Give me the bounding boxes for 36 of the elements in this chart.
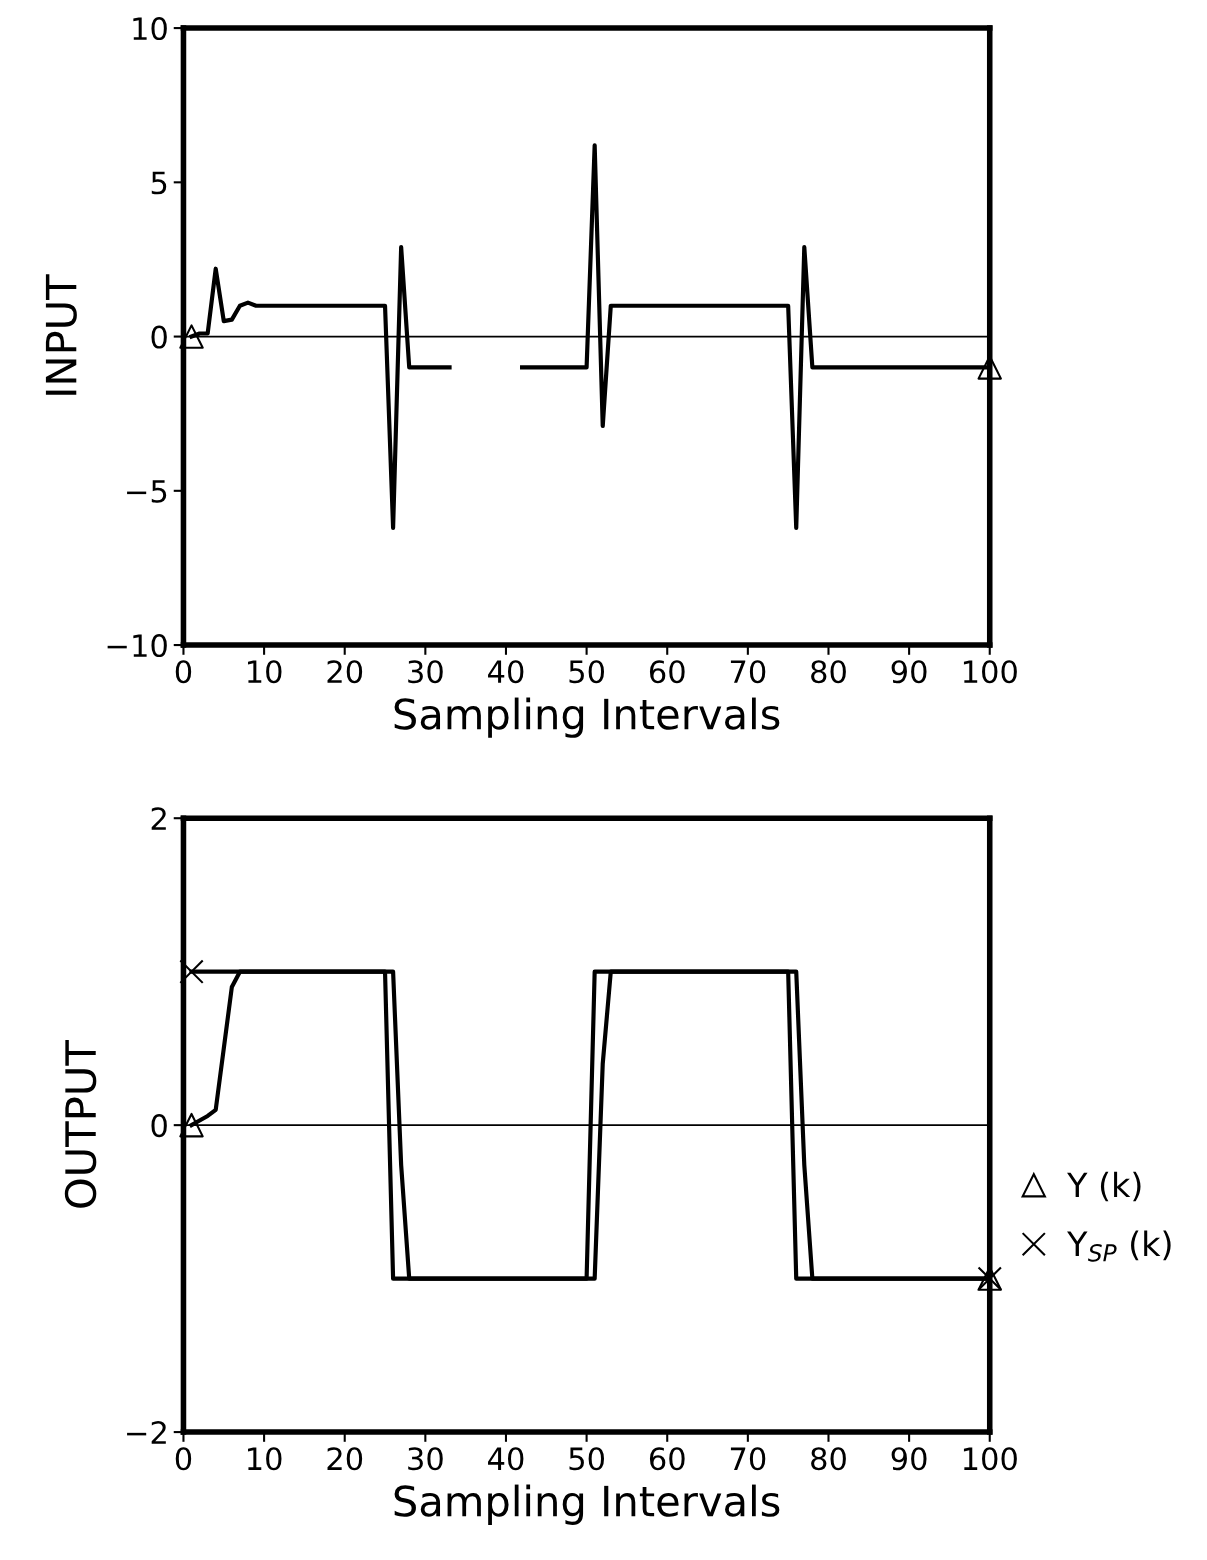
y-tick-label: 5 — [151, 171, 167, 195]
x-tick-label: 10 — [248, 1447, 282, 1471]
x-tick-label: 90 — [891, 660, 927, 684]
x-tick-label: 100 — [963, 660, 1017, 684]
x-tick-label: 30 — [408, 1447, 443, 1471]
y-axis-title: OUTPUT — [64, 1040, 97, 1208]
y-tick-label: −5 — [127, 480, 167, 503]
y-tick-label: −10 — [107, 633, 167, 658]
x-tick-label: 20 — [327, 660, 363, 684]
y-axis-title: INPUT — [45, 274, 77, 395]
x-tick-label: 60 — [649, 1447, 685, 1471]
x-tick-label: 70 — [730, 1447, 766, 1471]
x-tick-label: 50 — [569, 1447, 605, 1471]
x-tick-label: 80 — [811, 1447, 846, 1471]
x-tick-label: 30 — [408, 660, 443, 684]
x-tick-label: 0 — [175, 660, 192, 684]
y-tick-label: 10 — [133, 17, 167, 41]
y-tick-label: −2 — [127, 1421, 166, 1444]
y-tick-label: 0 — [151, 325, 167, 349]
x-tick-label: 70 — [730, 660, 766, 684]
y-tick-label: 0 — [151, 1114, 167, 1138]
x-tick-label: 80 — [811, 660, 846, 684]
x-tick-label: 40 — [488, 1447, 524, 1471]
x-tick-label: 0 — [175, 1447, 192, 1471]
y-tick-label: 2 — [151, 807, 166, 830]
legend-label: Y (k) — [1067, 1171, 1141, 1202]
x-tick-label: 10 — [248, 660, 282, 684]
x-tick-label: 50 — [569, 660, 605, 684]
x-tick-label: 40 — [488, 660, 524, 684]
x-tick-label: 20 — [327, 1447, 363, 1471]
x-tick-label: 60 — [649, 660, 685, 684]
x-tick-label: 90 — [891, 1447, 927, 1471]
x-tick-label: 100 — [963, 1447, 1017, 1471]
legend-label: Y$_{SP}$ (k) — [1067, 1230, 1171, 1262]
x-axis-title: Sampling Intervals — [394, 697, 780, 738]
x-axis-title: Sampling Intervals — [394, 1484, 780, 1525]
